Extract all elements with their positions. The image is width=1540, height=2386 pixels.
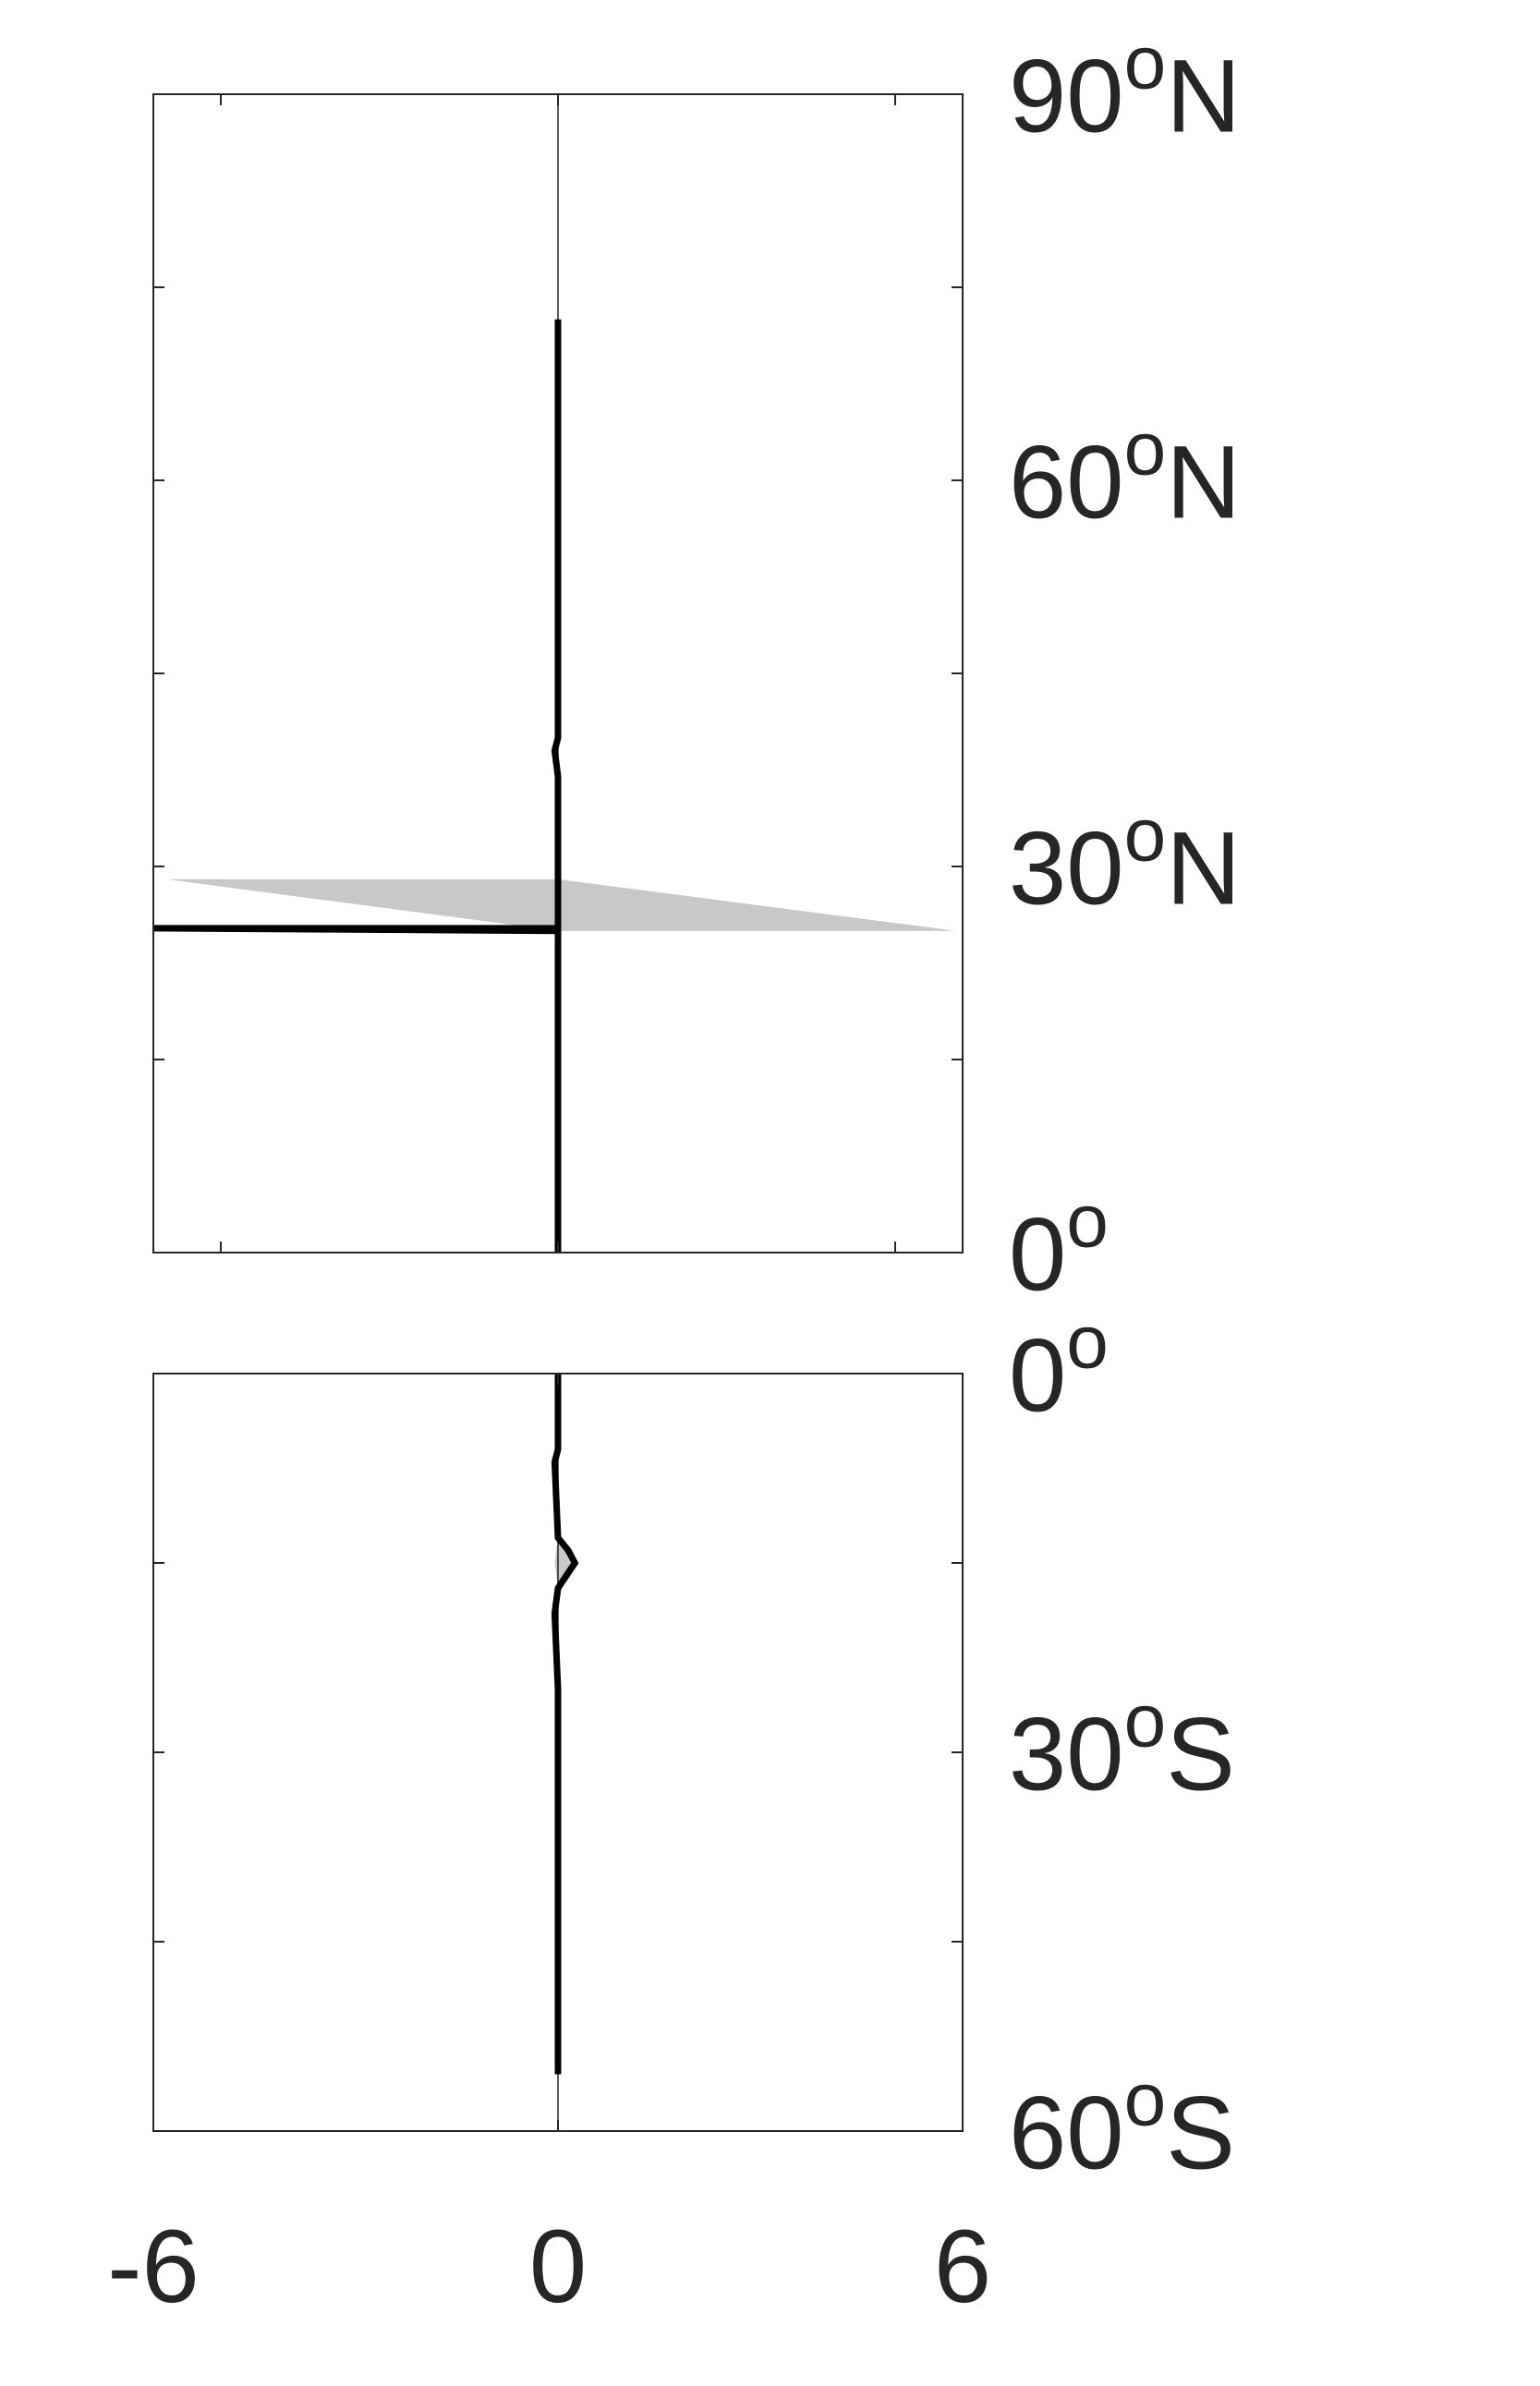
north-y-tick-label: 90oN [1009, 20, 1241, 153]
north-spread-layer [166, 878, 956, 931]
y-tick-number: 30 [1009, 1696, 1124, 1811]
y-tick-degree: o [1124, 406, 1167, 491]
south-spread-band [554, 1537, 578, 1589]
y-tick-hemisphere: N [1166, 38, 1241, 153]
y-tick-number: 60 [1009, 424, 1124, 539]
y-tick-hemisphere: N [1166, 810, 1241, 926]
y-tick-degree: o [1066, 1179, 1109, 1263]
y-tick-degree: o [1066, 1300, 1109, 1384]
north-series-layer [152, 319, 562, 1253]
y-tick-number: 90 [1009, 38, 1124, 153]
y-tick-degree: o [1124, 2057, 1167, 2141]
north-spread-band [166, 878, 956, 931]
y-tick-number: 0 [1009, 1317, 1066, 1433]
south-x-tick-label: 6 [934, 2209, 991, 2324]
south-x-tick-label: 0 [529, 2209, 587, 2324]
south-y-tick-label: 30oS [1009, 1678, 1235, 1811]
y-tick-number: 60 [1009, 2075, 1124, 2190]
south-x-tick-labels: -6 0 6 [107, 2209, 991, 2324]
y-tick-hemisphere: S [1166, 1696, 1235, 1811]
y-tick-degree: o [1124, 1678, 1167, 1762]
y-tick-number: 0 [1009, 1196, 1066, 1312]
south-spread-layer [554, 1537, 578, 1589]
y-tick-degree: o [1124, 20, 1167, 104]
y-tick-hemisphere: S [1166, 2075, 1235, 2190]
south-series-layer [551, 1374, 579, 2075]
north-ticks [153, 93, 963, 1254]
y-tick-hemisphere: N [1166, 424, 1241, 539]
south-ticks [152, 1373, 964, 2132]
south-y-tick-label: 0o [1009, 1300, 1109, 1433]
y-tick-number: 30 [1009, 810, 1124, 926]
south-mean-line [551, 1374, 579, 2075]
north-y-tick-label: 30oN [1009, 793, 1241, 926]
north-y-tick-label: 0o [1009, 1179, 1109, 1312]
south-y-tick-label: 60oS [1009, 2057, 1235, 2190]
north-mean-line [152, 319, 562, 1253]
north-y-tick-label: 60oN [1009, 406, 1241, 539]
south-x-tick-label: -6 [107, 2209, 200, 2324]
y-tick-degree: o [1124, 793, 1167, 877]
